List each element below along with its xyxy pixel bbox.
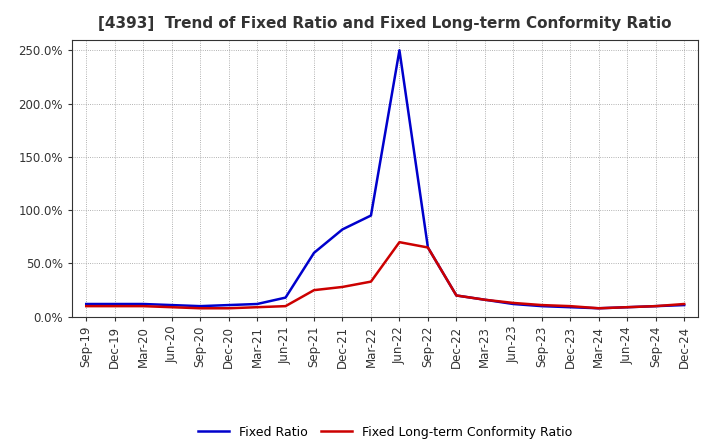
- Fixed Ratio: [537, 304, 546, 309]
- Fixed Ratio: [623, 304, 631, 310]
- Fixed Ratio: [566, 304, 575, 310]
- Fixed Long-term Conformity Ratio: [225, 306, 233, 311]
- Fixed Long-term Conformity Ratio: [82, 304, 91, 309]
- Fixed Long-term Conformity Ratio: [253, 304, 261, 310]
- Fixed Ratio: [167, 302, 176, 308]
- Fixed Ratio: [139, 301, 148, 307]
- Fixed Long-term Conformity Ratio: [652, 304, 660, 309]
- Fixed Ratio: [452, 293, 461, 298]
- Fixed Long-term Conformity Ratio: [509, 300, 518, 305]
- Fixed Long-term Conformity Ratio: [480, 297, 489, 302]
- Fixed Ratio: [395, 48, 404, 53]
- Fixed Long-term Conformity Ratio: [110, 304, 119, 309]
- Fixed Long-term Conformity Ratio: [282, 304, 290, 309]
- Fixed Long-term Conformity Ratio: [537, 302, 546, 308]
- Fixed Ratio: [110, 301, 119, 307]
- Fixed Long-term Conformity Ratio: [566, 304, 575, 309]
- Legend: Fixed Ratio, Fixed Long-term Conformity Ratio: Fixed Ratio, Fixed Long-term Conformity …: [193, 421, 577, 440]
- Fixed Long-term Conformity Ratio: [452, 293, 461, 298]
- Fixed Long-term Conformity Ratio: [623, 304, 631, 310]
- Fixed Ratio: [423, 245, 432, 250]
- Fixed Long-term Conformity Ratio: [423, 245, 432, 250]
- Fixed Long-term Conformity Ratio: [139, 304, 148, 309]
- Fixed Ratio: [253, 301, 261, 307]
- Fixed Long-term Conformity Ratio: [395, 239, 404, 245]
- Fixed Ratio: [310, 250, 318, 256]
- Fixed Ratio: [509, 301, 518, 307]
- Fixed Ratio: [338, 227, 347, 232]
- Fixed Long-term Conformity Ratio: [680, 301, 688, 307]
- Fixed Ratio: [282, 295, 290, 300]
- Fixed Ratio: [480, 297, 489, 302]
- Fixed Ratio: [652, 304, 660, 309]
- Fixed Long-term Conformity Ratio: [366, 279, 375, 284]
- Fixed Ratio: [366, 213, 375, 218]
- Fixed Ratio: [82, 301, 91, 307]
- Title: [4393]  Trend of Fixed Ratio and Fixed Long-term Conformity Ratio: [4393] Trend of Fixed Ratio and Fixed Lo…: [99, 16, 672, 32]
- Fixed Ratio: [595, 306, 603, 311]
- Fixed Long-term Conformity Ratio: [167, 304, 176, 310]
- Fixed Ratio: [680, 302, 688, 308]
- Fixed Long-term Conformity Ratio: [310, 287, 318, 293]
- Line: Fixed Long-term Conformity Ratio: Fixed Long-term Conformity Ratio: [86, 242, 684, 308]
- Fixed Long-term Conformity Ratio: [595, 306, 603, 311]
- Fixed Long-term Conformity Ratio: [196, 306, 204, 311]
- Fixed Ratio: [196, 304, 204, 309]
- Fixed Ratio: [225, 302, 233, 308]
- Line: Fixed Ratio: Fixed Ratio: [86, 50, 684, 308]
- Fixed Long-term Conformity Ratio: [338, 284, 347, 290]
